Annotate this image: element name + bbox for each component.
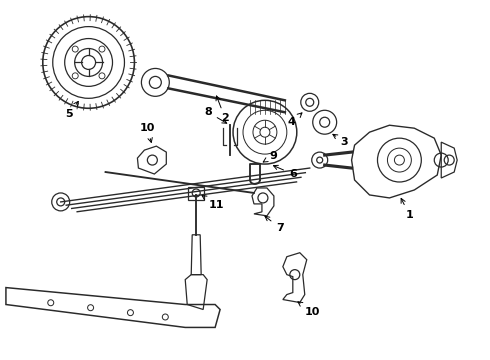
Text: 10: 10 bbox=[140, 123, 155, 143]
Text: 2: 2 bbox=[216, 96, 229, 123]
Text: 4: 4 bbox=[288, 113, 302, 127]
Text: 1: 1 bbox=[401, 198, 413, 220]
Text: 5: 5 bbox=[65, 102, 78, 119]
Text: 7: 7 bbox=[265, 216, 284, 233]
Text: 6: 6 bbox=[273, 165, 297, 179]
Text: 10: 10 bbox=[298, 302, 320, 318]
Text: 8: 8 bbox=[204, 107, 227, 123]
Text: 11: 11 bbox=[202, 195, 224, 210]
Text: 9: 9 bbox=[263, 151, 277, 162]
Text: 3: 3 bbox=[333, 134, 348, 147]
